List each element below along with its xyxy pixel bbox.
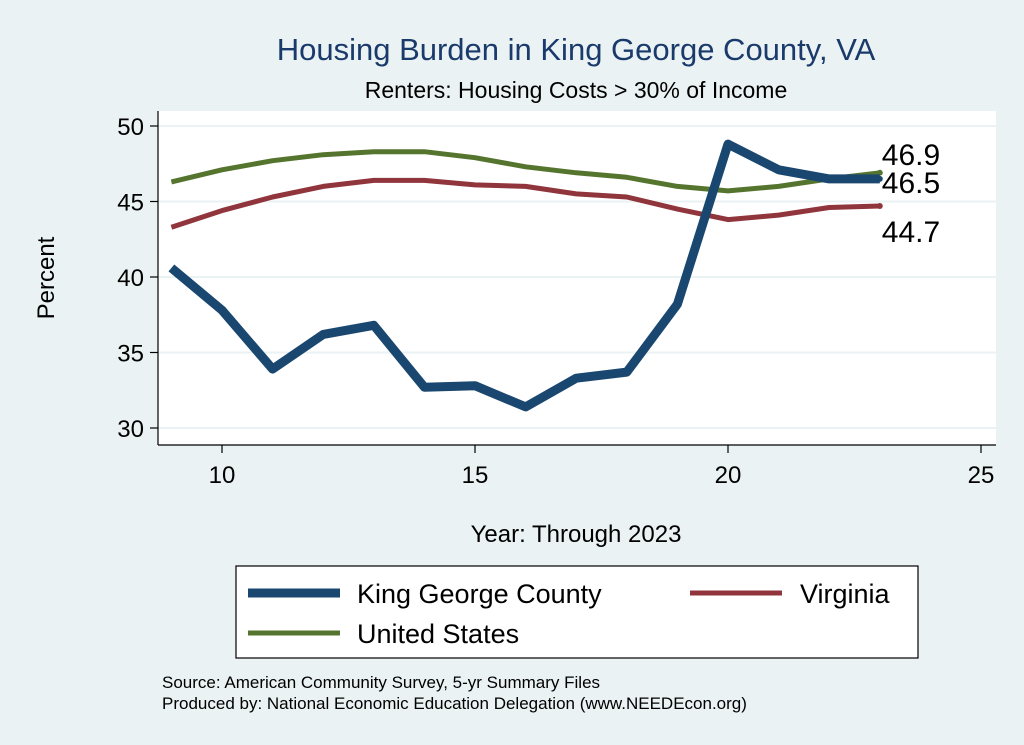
series-line-virginia <box>170 177 880 230</box>
y-tick-label-40: 40 <box>117 265 144 292</box>
end-label-king-george: 46.5 <box>882 167 940 200</box>
series-end-point-united-states <box>876 169 883 176</box>
x-axis-title: Year: Through 2023 <box>471 521 682 548</box>
y-axis-ticks: 30 35 40 45 50 <box>117 114 158 443</box>
end-label-virginia: 44.7 <box>882 216 940 249</box>
legend-label-virginia: Virginia <box>800 579 891 609</box>
series-end-point-virginia <box>876 203 883 210</box>
x-tick-label-20: 20 <box>715 462 742 489</box>
source-note: Source: American Community Survey, 5-yr … <box>162 673 600 692</box>
series-line-king-george <box>168 139 880 412</box>
y-tick-label-35: 35 <box>117 341 144 368</box>
y-tick-label-45: 45 <box>117 190 144 217</box>
end-label-united-states: 46.9 <box>882 139 940 172</box>
end-labels: 46.946.5 44.7 <box>882 139 940 249</box>
series-lines <box>168 139 883 412</box>
x-tick-label-10: 10 <box>209 462 236 489</box>
y-axis-title: Percent <box>33 236 60 319</box>
series-line-united-states <box>170 149 881 194</box>
chart-title: Housing Burden in King George County, VA <box>277 32 876 67</box>
y-tick-label-50: 50 <box>117 114 144 141</box>
legend-item-king-george: King George County <box>248 579 602 609</box>
x-axis-ticks: 10 15 20 25 <box>209 445 995 489</box>
y-tick-label-30: 30 <box>117 416 144 443</box>
x-tick-label-25: 25 <box>968 462 995 489</box>
producer-note: Produced by: National Economic Education… <box>162 694 747 713</box>
legend-label-united-states: United States <box>357 619 519 649</box>
legend-label-king-george: King George County <box>357 579 602 609</box>
chart-subtitle: Renters: Housing Costs > 30% of Income <box>365 77 788 103</box>
legend-item-virginia: Virginia <box>690 579 891 609</box>
series-end-point-king-george <box>876 175 883 182</box>
x-tick-label-15: 15 <box>462 462 489 489</box>
legend-box <box>235 565 919 659</box>
legend-item-united-states: United States <box>248 619 519 649</box>
